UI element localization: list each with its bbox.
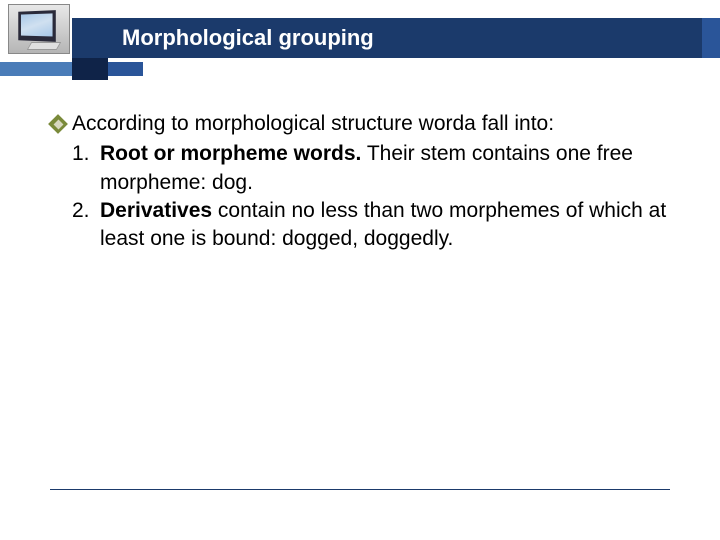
diamond-bullet-icon bbox=[50, 116, 66, 132]
slide-header: Morphological grouping bbox=[0, 0, 720, 80]
monitor-screen bbox=[21, 13, 53, 36]
list-body: Derivatives contain no less than two mor… bbox=[100, 197, 670, 254]
slide-title: Morphological grouping bbox=[122, 25, 374, 51]
list-body: Root or morpheme words. Their stem conta… bbox=[100, 140, 670, 197]
intro-bullet: According to morphological structure wor… bbox=[50, 110, 670, 138]
footer-divider bbox=[50, 489, 670, 490]
monitor-base bbox=[27, 42, 62, 50]
slide-content: According to morphological structure wor… bbox=[50, 110, 670, 254]
list-number: 2. bbox=[72, 197, 100, 254]
list-item: 2. Derivatives contain no less than two … bbox=[72, 197, 670, 254]
list-item: 1. Root or morpheme words. Their stem co… bbox=[72, 140, 670, 197]
list-bold: Derivatives bbox=[100, 199, 212, 222]
accent-strip-2 bbox=[108, 62, 143, 76]
accent-square bbox=[72, 58, 108, 80]
list-number: 1. bbox=[72, 140, 100, 197]
numbered-list: 1. Root or morpheme words. Their stem co… bbox=[72, 140, 670, 253]
logo-image bbox=[8, 4, 70, 54]
list-bold: Root or morpheme words. bbox=[100, 142, 361, 165]
intro-text: According to morphological structure wor… bbox=[72, 110, 670, 138]
title-bar: Morphological grouping bbox=[72, 18, 720, 58]
monitor-icon bbox=[18, 10, 56, 42]
